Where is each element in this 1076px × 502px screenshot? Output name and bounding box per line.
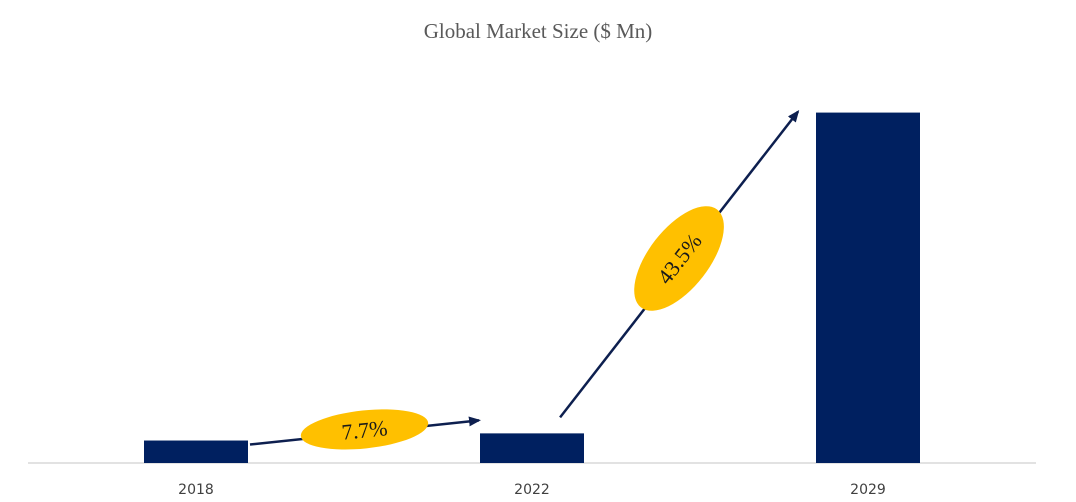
bar-2018: [144, 440, 248, 463]
growth-rate-label: 7.7%: [340, 415, 388, 445]
x-tick-label-2018: 2018: [178, 482, 214, 498]
growth-badge-2: 43.5%: [634, 206, 724, 311]
bar-2029: [816, 112, 920, 463]
x-tick-label-2029: 2029: [850, 482, 886, 498]
growth-badge-1: 7.7%: [300, 409, 429, 450]
growth-ellipse: [300, 409, 429, 450]
bar-2022: [480, 433, 584, 463]
x-tick-label-2022: 2022: [514, 482, 550, 498]
plot-area: 2018 2022 2029 7.7% 43.5%: [28, 110, 1036, 498]
growth-ellipse: [634, 206, 724, 311]
chart-title: Global Market Size ($ Mn): [424, 19, 653, 43]
